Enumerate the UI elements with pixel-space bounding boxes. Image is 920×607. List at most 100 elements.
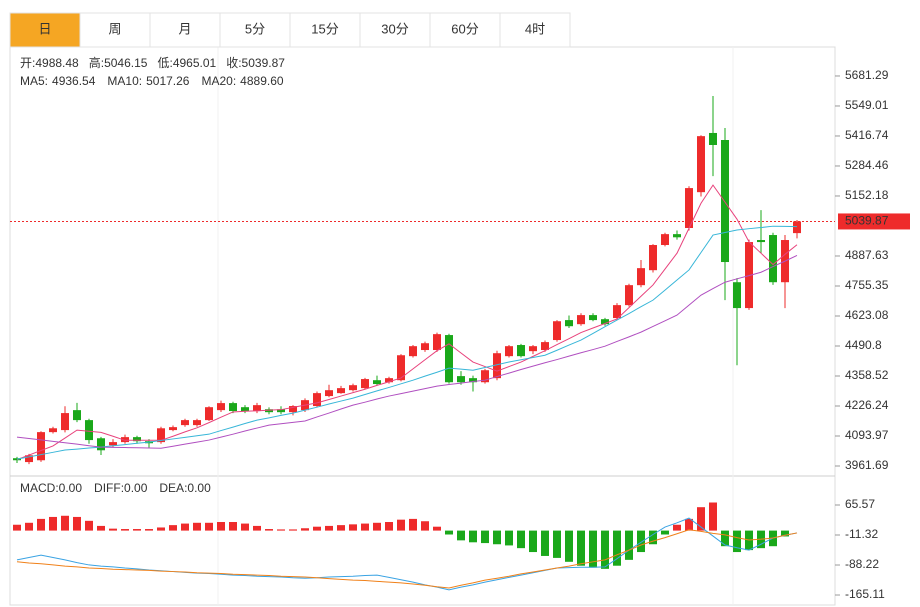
macd-bar: [37, 518, 45, 531]
macd-bar: [217, 522, 225, 531]
info-label: 收:: [226, 56, 241, 70]
macd-bar: [61, 515, 69, 531]
candle-body: [385, 378, 393, 383]
candle-body: [517, 345, 525, 357]
tab[interactable]: [9, 12, 81, 48]
candle-body: [265, 409, 273, 413]
candle-body: [649, 245, 657, 271]
macd-bar: [697, 507, 705, 531]
candle-body: [325, 390, 333, 397]
y-tick-label: -165.11: [845, 587, 885, 601]
candle-body: [61, 413, 69, 431]
info-value: 4965.01: [173, 56, 217, 70]
macd-bar: [709, 502, 717, 531]
candle-body: [421, 343, 429, 351]
macd-bar: [73, 516, 81, 531]
tab-label[interactable]: 日: [38, 21, 51, 36]
macd-bar: [517, 530, 525, 549]
ma-line: [16, 184, 798, 461]
macd-bar: [325, 525, 333, 531]
candle-body: [313, 393, 321, 407]
macd-bar: [541, 530, 549, 556]
candle-body: [133, 437, 141, 442]
macd-bar: [373, 522, 381, 531]
macd-bar: [529, 530, 537, 553]
info-value: 4988.48: [35, 56, 79, 70]
candle-body: [577, 315, 585, 325]
macd-legend-value: 0.00: [187, 481, 211, 495]
candle-body: [637, 268, 645, 286]
macd-bar: [169, 525, 177, 531]
tab[interactable]: [359, 12, 431, 48]
ma-line: [16, 254, 798, 449]
candle-body: [25, 455, 33, 463]
candle-body: [601, 319, 609, 325]
candle-body: [445, 335, 453, 383]
tab-label[interactable]: 60分: [451, 21, 478, 36]
candle-body: [481, 370, 489, 383]
last-price-box: [838, 213, 910, 230]
tab[interactable]: [429, 12, 501, 48]
tab-label[interactable]: 5分: [245, 21, 265, 36]
macd-bar: [577, 530, 585, 566]
candle-body: [241, 407, 249, 412]
candle-body: [337, 388, 345, 394]
candle-body: [289, 406, 297, 413]
macd-bar: [553, 530, 561, 558]
macd-bar: [685, 518, 693, 531]
candle-body: [85, 420, 93, 441]
y-tick-label: 65.57: [845, 497, 875, 511]
macd-bar: [493, 530, 501, 545]
candle-body: [169, 427, 177, 431]
candle-body: [721, 140, 729, 263]
tab-label[interactable]: 15分: [311, 21, 338, 36]
candle-body: [505, 346, 513, 357]
macd-bar: [133, 529, 141, 531]
ma-legend-value: 5017.26: [146, 74, 190, 88]
macd-bar: [229, 522, 237, 531]
macd-bar: [97, 525, 105, 531]
candle-body: [97, 438, 105, 451]
macd-bar: [193, 522, 201, 531]
tab[interactable]: [219, 12, 291, 48]
candle-body: [541, 342, 549, 351]
tab[interactable]: [499, 12, 571, 48]
candle-body: [73, 410, 81, 421]
candle-body: [553, 321, 561, 341]
ma-legend-value: 4889.60: [240, 74, 284, 88]
macd-bar: [13, 524, 21, 531]
y-tick-label: 4623.08: [845, 308, 889, 322]
macd-bar: [613, 530, 621, 566]
macd-bar: [589, 530, 597, 568]
candle-body: [205, 407, 213, 421]
y-tick-label: 5284.46: [845, 158, 889, 172]
ma-legend-label: MA5:: [20, 74, 48, 88]
macd-bar: [409, 518, 417, 531]
macd-bar: [637, 530, 645, 553]
tab-label[interactable]: 周: [108, 21, 121, 36]
tab-label[interactable]: 30分: [381, 21, 408, 36]
candle-body: [217, 403, 225, 411]
candle-body: [469, 378, 477, 383]
candle-body: [397, 355, 405, 381]
ma-legend-value: 4936.54: [52, 74, 96, 88]
tab[interactable]: [149, 12, 221, 48]
tab[interactable]: [289, 12, 361, 48]
candle-body: [625, 285, 633, 306]
candle-body: [193, 420, 201, 426]
macd-bar: [601, 530, 609, 569]
macd-bar: [565, 530, 573, 562]
y-tick-label: 4093.97: [845, 428, 889, 442]
diff-line: [16, 517, 798, 591]
y-tick-label: 4887.63: [845, 248, 889, 262]
ma-legend-label: MA10:: [107, 74, 142, 88]
candle-body: [565, 320, 573, 327]
macd-bar: [157, 527, 165, 531]
y-tick-label: 4490.8: [845, 338, 882, 352]
y-tick-label: 5681.29: [845, 68, 889, 82]
candle-body: [733, 282, 741, 309]
tab-label[interactable]: 月: [178, 21, 191, 36]
candle-body: [673, 234, 681, 238]
tab-label[interactable]: 4时: [525, 21, 545, 36]
